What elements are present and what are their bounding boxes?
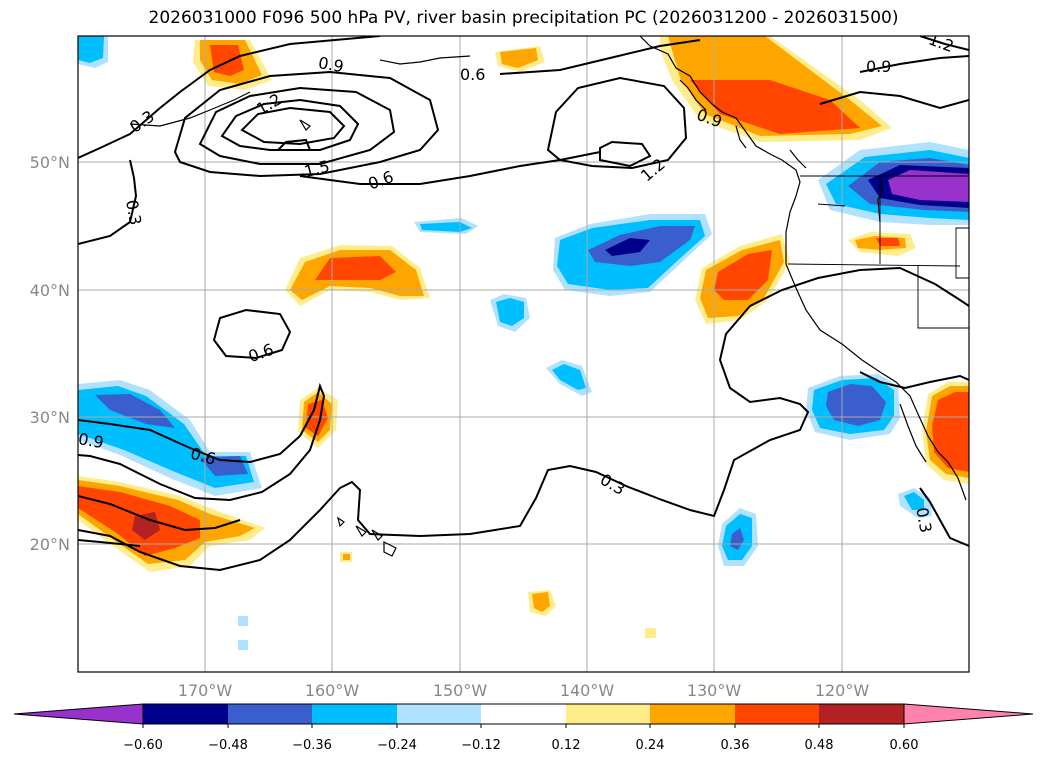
colorbar-outline (142, 703, 905, 725)
lon-label: 150°W (433, 681, 488, 700)
colorbar-swatch (143, 704, 228, 724)
lon-label: 140°W (560, 681, 615, 700)
contour-label: 1.2 (926, 30, 956, 57)
colorbar-tick-label: 0.60 (890, 738, 919, 753)
contour-label: 0.6 (246, 340, 276, 367)
colorbar-tick-label: −0.60 (123, 738, 163, 753)
contour-label: 0.6 (366, 167, 396, 194)
colorbar-swatch (650, 704, 735, 724)
precip-pc-shading (78, 36, 969, 650)
lat-label: 50°N (30, 153, 70, 172)
colorbar-swatch (228, 704, 312, 724)
colorbar-extend-high (903, 703, 1034, 725)
lon-label: 130°W (687, 681, 742, 700)
colorbar-swatch (312, 704, 397, 724)
coastlines (129, 36, 967, 557)
colorbar-tick-label: 0.24 (636, 738, 665, 753)
contour-label: 0.3 (912, 506, 935, 534)
colorbar-tick-label: −0.24 (377, 738, 417, 753)
colorbar-swatch (819, 704, 904, 724)
colorbar: −0.60 −0.48 −0.36 −0.24 −0.12 0.12 0.24 … (13, 703, 1034, 753)
contour-label: 0.6 (460, 65, 485, 84)
pv-contours (78, 36, 969, 572)
borders (787, 175, 969, 329)
colorbar-tick-label: 0.12 (552, 738, 581, 753)
contour-label: 0.3 (122, 198, 145, 226)
colorbar-tick-label: −0.48 (208, 738, 248, 753)
lat-axis-labels: 50°N 40°N 30°N 20°N (30, 153, 70, 554)
lon-label: 120°W (815, 681, 870, 700)
lon-label: 160°W (305, 681, 360, 700)
lat-label: 20°N (30, 535, 70, 554)
colorbar-swatch (481, 704, 566, 724)
colorbar-tick-label: 0.36 (721, 738, 750, 753)
colorbar-tick-label: −0.12 (461, 738, 501, 753)
colorbar-swatch (566, 704, 650, 724)
colorbar-tick-label: −0.36 (292, 738, 332, 753)
lon-axis-labels: 170°W 160°W 150°W 140°W 130°W 120°W (178, 681, 870, 700)
contour-label: 0.9 (77, 429, 105, 452)
map-title: 2026031000 F096 500 hPa PV, river basin … (148, 8, 899, 28)
contour-label: 0.9 (866, 57, 891, 76)
graticule (78, 36, 969, 672)
contour-label: 1.5 (302, 156, 332, 181)
contour-label: 0.9 (317, 53, 345, 76)
colorbar-swatch (397, 704, 481, 724)
colorbar-swatch (735, 704, 819, 724)
map-frame (77, 35, 970, 673)
colorbar-tick-label: 0.48 (805, 738, 834, 753)
colorbar-extend-low (13, 703, 144, 725)
lon-label: 170°W (178, 681, 233, 700)
lat-label: 30°N (30, 408, 70, 427)
lat-label: 40°N (30, 281, 70, 300)
map-plot-area: 0.3 0.3 0.3 0.3 0.6 0.6 0.6 0.6 0.9 0.9 … (77, 30, 969, 672)
